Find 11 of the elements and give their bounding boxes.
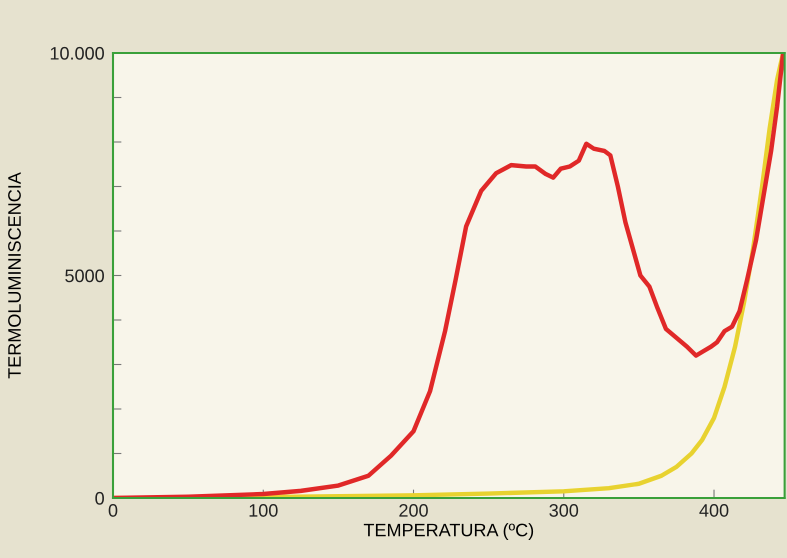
x-tick-label: 300 bbox=[549, 504, 578, 517]
x-tick-label: 100 bbox=[250, 504, 278, 517]
y-tick-label: 5000 bbox=[65, 269, 104, 282]
y-tick-label: 0 bbox=[95, 492, 104, 505]
x-tick-label: 200 bbox=[399, 504, 428, 517]
y-tick-label: 10.000 bbox=[50, 46, 104, 60]
y-axis-title: TERMOLUMINISCENCIA bbox=[8, 172, 21, 378]
line-series bbox=[113, 53, 785, 498]
x-tick-label: 400 bbox=[699, 504, 728, 517]
x-axis-title: TEMPERATURA (ºC) bbox=[364, 523, 534, 540]
x-tick-label: 0 bbox=[108, 504, 118, 517]
